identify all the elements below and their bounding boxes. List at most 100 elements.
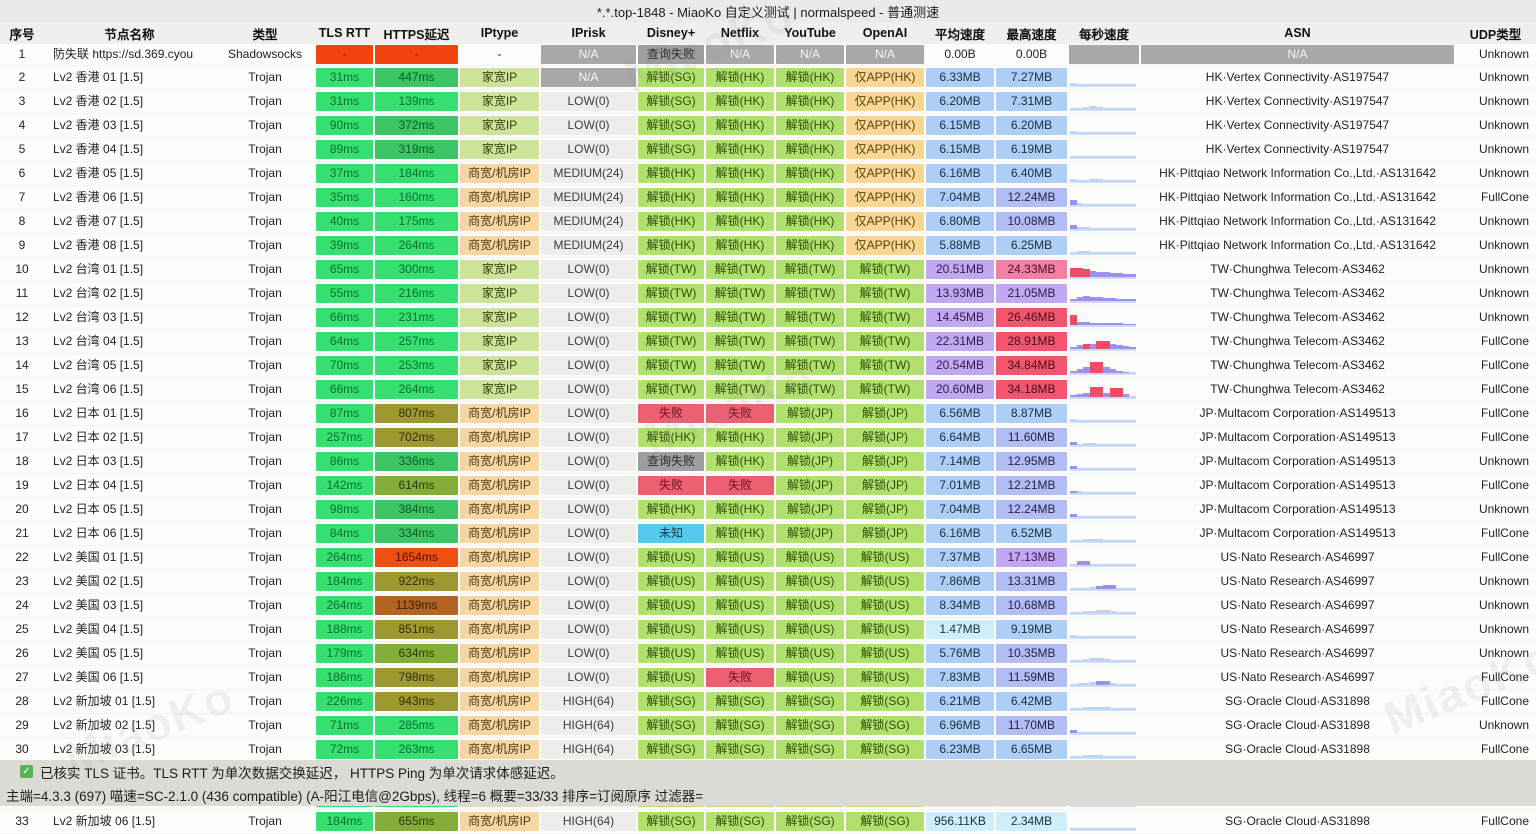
table-row[interactable]: 23 Lv2 美国 02 [1.5] Trojan 184ms 922ms 商宽/机房IP…	[0, 570, 1536, 594]
speed-graph	[1070, 643, 1136, 663]
cell-graph	[1068, 450, 1140, 474]
cell-num: 21	[15, 526, 29, 540]
table-row[interactable]: 24 Lv2 美国 03 [1.5] Trojan 264ms 1139ms 商宽/机房I…	[0, 594, 1536, 618]
cell-youtube: 解锁(TW)	[775, 258, 845, 282]
cell-asn: US·Nato Research·AS46997	[1220, 574, 1375, 588]
cell-type: Trojan	[248, 550, 282, 564]
table-header-row: 序号 节点名称 类型 TLS RTT HTTPS延迟 IPtype IPrisk Disney…	[0, 22, 1536, 44]
table-row[interactable]: 29 Lv2 新加坡 02 [1.5] Trojan 71ms 285ms 商宽/机房IP…	[0, 714, 1536, 738]
cell-type: Trojan	[248, 310, 282, 324]
cell-type: Trojan	[248, 430, 282, 444]
table-row[interactable]: 21 Lv2 日本 06 [1.5] Trojan 84ms 334ms 商宽/机房IP L…	[0, 522, 1536, 546]
cell-https: 851ms	[374, 618, 459, 642]
cell-iptype: 家宽IP	[459, 114, 540, 138]
cell-https: 231ms	[374, 306, 459, 330]
results-table: 序号 节点名称 类型 TLS RTT HTTPS延迟 IPtype IPrisk Disney…	[0, 22, 1536, 834]
table-row[interactable]: 17 Lv2 日本 02 [1.5] Trojan 257ms 702ms 商宽/机房IP…	[0, 426, 1536, 450]
tls-verified-checkbox[interactable]: ✓	[20, 765, 33, 778]
cell-num: 5	[18, 142, 26, 156]
cell-max: 0.00B	[1015, 47, 1048, 61]
table-row[interactable]: 28 Lv2 新加坡 01 [1.5] Trojan 226ms 943ms 商宽/机房I…	[0, 690, 1536, 714]
cell-udp: FullCone	[1480, 430, 1529, 444]
cell-youtube: 解锁(JP)	[775, 450, 845, 474]
table-row[interactable]: 5 Lv2 香港 04 [1.5] Trojan 89ms 319ms 家宽IP LOW(0…	[0, 138, 1536, 162]
cell-tls: 264ms	[315, 594, 374, 618]
cell-youtube: 解锁(JP)	[775, 498, 845, 522]
table-row[interactable]: 25 Lv2 美国 04 [1.5] Trojan 188ms 851ms 商宽/机房IP…	[0, 618, 1536, 642]
cell-asn: HK·Pittqiao Network Information Co.,Ltd.…	[1159, 190, 1436, 204]
table-row[interactable]: 18 Lv2 日本 03 [1.5] Trojan 86ms 336ms 商宽/机房IP L…	[0, 450, 1536, 474]
cell-num: 12	[15, 310, 29, 324]
cell-netflix: 解锁(US)	[705, 570, 775, 594]
cell-udp: FullCone	[1480, 694, 1529, 708]
cell-max: 11.59MB	[995, 666, 1068, 690]
cell-iprisk: LOW(0)	[540, 498, 637, 522]
cell-type: Trojan	[248, 190, 282, 204]
table-row[interactable]: 26 Lv2 美国 05 [1.5] Trojan 179ms 634ms 商宽/机房IP…	[0, 642, 1536, 666]
cell-name: Lv2 日本 02 [1.5]	[53, 430, 144, 444]
cell-type: Trojan	[248, 454, 282, 468]
cell-openai: 仅APP(HK)	[845, 186, 925, 210]
cell-https: 1139ms	[374, 594, 459, 618]
cell-openai: 解锁(SG)	[845, 810, 925, 834]
table-row[interactable]: 27 Lv2 美国 06 [1.5] Trojan 186ms 798ms 商宽/机房IP…	[0, 666, 1536, 690]
cell-iprisk: LOW(0)	[540, 618, 637, 642]
table-row[interactable]: 10 Lv2 台湾 01 [1.5] Trojan 65ms 300ms 家宽IP LOW(…	[0, 258, 1536, 282]
cell-num: 3	[18, 94, 26, 108]
cell-netflix: 解锁(TW)	[705, 282, 775, 306]
cell-udp: Unknown	[1478, 502, 1529, 516]
cell-avg: 6.64MB	[925, 426, 995, 450]
cell-max: 10.08MB	[995, 210, 1068, 234]
cell-tls: 86ms	[315, 450, 374, 474]
cell-type: Trojan	[248, 262, 282, 276]
cell-netflix: 解锁(HK)	[705, 186, 775, 210]
cell-tls: 184ms	[315, 570, 374, 594]
table-row[interactable]: 8 Lv2 香港 07 [1.5] Trojan 40ms 175ms 商宽/机房IP ME…	[0, 210, 1536, 234]
cell-num: 2	[18, 70, 26, 84]
table-row[interactable]: 9 Lv2 香港 08 [1.5] Trojan 39ms 264ms 商宽/机房IP ME…	[0, 234, 1536, 258]
cell-disney: 未知	[637, 522, 705, 546]
cell-openai: 解锁(TW)	[845, 330, 925, 354]
table-row[interactable]: 1 防失联 https://sd.369.cyou Shadowsocks - - - N/…	[0, 44, 1536, 66]
cell-tls: -	[315, 44, 374, 66]
table-row[interactable]: 2 Lv2 香港 01 [1.5] Trojan 31ms 447ms 家宽IP N/A 解锁…	[0, 66, 1536, 90]
column-header-iptype: IPtype	[459, 22, 540, 44]
table-row[interactable]: 4 Lv2 香港 03 [1.5] Trojan 90ms 372ms 家宽IP LOW(0…	[0, 114, 1536, 138]
table-row[interactable]: 20 Lv2 日本 05 [1.5] Trojan 98ms 384ms 商宽/机房IP L…	[0, 498, 1536, 522]
cell-iptype: 商宽/机房IP	[459, 474, 540, 498]
table-row[interactable]: 6 Lv2 香港 05 [1.5] Trojan 37ms 184ms 商宽/机房IP ME…	[0, 162, 1536, 186]
table-row[interactable]: 11 Lv2 台湾 02 [1.5] Trojan 55ms 216ms 家宽IP LOW(…	[0, 282, 1536, 306]
cell-type: Trojan	[248, 694, 282, 708]
table-row[interactable]: 13 Lv2 台湾 04 [1.5] Trojan 64ms 257ms 家宽IP LOW(…	[0, 330, 1536, 354]
cell-udp: Unknown	[1478, 166, 1529, 180]
cell-num: 27	[15, 670, 29, 684]
cell-max: 11.70MB	[995, 714, 1068, 738]
table-row[interactable]: 19 Lv2 日本 04 [1.5] Trojan 142ms 614ms 商宽/机房IP…	[0, 474, 1536, 498]
cell-udp: Unknown	[1478, 646, 1529, 660]
table-row[interactable]: 22 Lv2 美国 01 [1.5] Trojan 264ms 1654ms 商宽/机房I…	[0, 546, 1536, 570]
cell-max: 34.84MB	[995, 354, 1068, 378]
table-row[interactable]: 7 Lv2 香港 06 [1.5] Trojan 35ms 160ms 商宽/机房IP ME…	[0, 186, 1536, 210]
table-row[interactable]: 16 Lv2 日本 01 [1.5] Trojan 87ms 807ms 商宽/机房IP L…	[0, 402, 1536, 426]
speed-graph	[1070, 259, 1136, 279]
cell-disney: 解锁(SG)	[637, 114, 705, 138]
cell-iptype: 家宽IP	[459, 306, 540, 330]
speed-graph	[1070, 691, 1136, 711]
cell-type: Trojan	[248, 718, 282, 732]
cell-iptype: 商宽/机房IP	[459, 666, 540, 690]
cell-graph	[1068, 138, 1140, 162]
cell-udp: Unknown	[1478, 262, 1529, 276]
cell-asn: TW·Chunghwa Telecom·AS3462	[1210, 286, 1385, 300]
cell-graph	[1068, 162, 1140, 186]
cell-graph	[1068, 354, 1140, 378]
table-row[interactable]: 3 Lv2 香港 02 [1.5] Trojan 31ms 139ms 家宽IP LOW(0…	[0, 90, 1536, 114]
table-row[interactable]: 15 Lv2 台湾 06 [1.5] Trojan 66ms 264ms 家宽IP LOW(…	[0, 378, 1536, 402]
table-row[interactable]: 14 Lv2 台湾 05 [1.5] Trojan 70ms 253ms 家宽IP LOW(…	[0, 354, 1536, 378]
cell-youtube: 解锁(SG)	[775, 690, 845, 714]
speed-graph	[1070, 499, 1136, 519]
footer-note-line: ✓ 已核实 TLS 证书。TLS RTT 为单次数据交换延迟， HTTPS Pi…	[0, 760, 1536, 783]
table-row[interactable]: 30 Lv2 新加坡 03 [1.5] Trojan 72ms 263ms 商宽/机房IP…	[0, 738, 1536, 762]
table-row[interactable]: 12 Lv2 台湾 03 [1.5] Trojan 66ms 231ms 家宽IP LOW(…	[0, 306, 1536, 330]
cell-disney: 失败	[637, 402, 705, 426]
table-row[interactable]: 33 Lv2 新加坡 06 [1.5] Trojan 184ms 655ms 商宽/机房I…	[0, 810, 1536, 834]
